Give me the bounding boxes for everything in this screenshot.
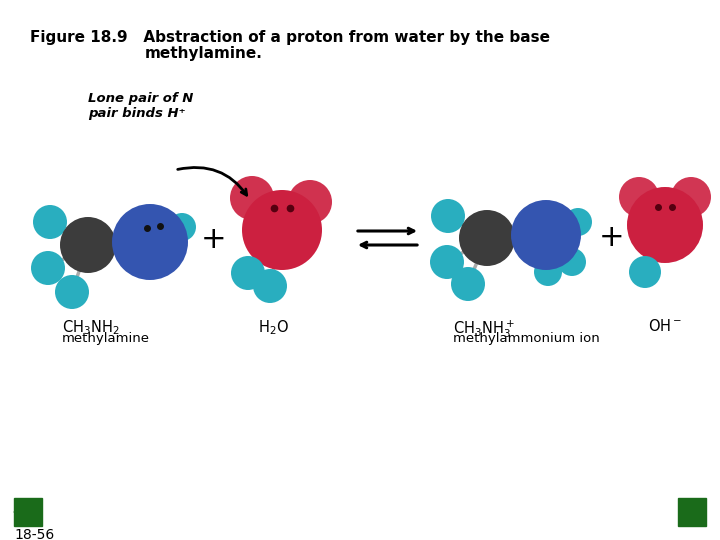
Circle shape — [459, 210, 515, 266]
Text: $\mathregular{OH^-}$: $\mathregular{OH^-}$ — [648, 318, 682, 334]
Circle shape — [31, 251, 65, 285]
Circle shape — [168, 213, 196, 241]
Polygon shape — [690, 502, 706, 522]
Circle shape — [511, 200, 581, 270]
Circle shape — [33, 205, 67, 239]
Circle shape — [231, 256, 265, 290]
Circle shape — [230, 176, 274, 220]
Circle shape — [619, 177, 659, 217]
Text: Figure 18.9   Abstraction of a proton from water by the base: Figure 18.9 Abstraction of a proton from… — [30, 30, 550, 45]
Circle shape — [430, 245, 464, 279]
Circle shape — [112, 204, 188, 280]
Circle shape — [671, 177, 711, 217]
Circle shape — [55, 275, 89, 309]
Circle shape — [451, 267, 485, 301]
Circle shape — [627, 187, 703, 263]
Circle shape — [253, 269, 287, 303]
Text: methylamine.: methylamine. — [145, 46, 263, 61]
Text: $\mathregular{CH_3NH_2}$: $\mathregular{CH_3NH_2}$ — [62, 318, 120, 337]
Circle shape — [242, 190, 322, 270]
Circle shape — [534, 258, 562, 286]
Circle shape — [288, 180, 332, 224]
Text: Lone pair of N
pair binds H⁺: Lone pair of N pair binds H⁺ — [88, 92, 194, 120]
Circle shape — [564, 208, 592, 236]
Bar — [678, 498, 706, 526]
Circle shape — [431, 199, 465, 233]
Text: methylamine: methylamine — [62, 332, 150, 345]
Text: $\mathregular{H_2O}$: $\mathregular{H_2O}$ — [258, 318, 289, 337]
Text: +: + — [201, 226, 227, 254]
Circle shape — [60, 217, 116, 273]
Text: methylammonium ion: methylammonium ion — [453, 332, 600, 345]
Bar — [14, 498, 42, 526]
Text: +: + — [599, 224, 625, 253]
Text: $\mathregular{CH_3NH_3^+}$: $\mathregular{CH_3NH_3^+}$ — [453, 318, 515, 340]
Circle shape — [629, 256, 661, 288]
Circle shape — [558, 248, 586, 276]
Text: 18-56: 18-56 — [14, 528, 54, 540]
Polygon shape — [14, 502, 30, 522]
